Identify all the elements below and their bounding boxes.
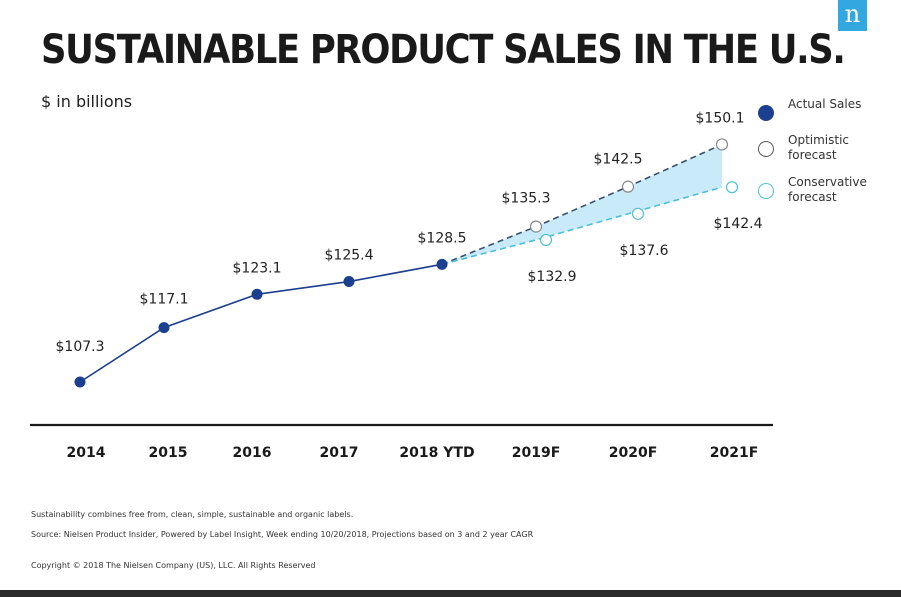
actual-label-2017: $125.4 [325,248,374,264]
chart-title: SUSTAINABLE PRODUCT SALES IN THE U.S. [41,27,846,73]
footnote-copyright: Copyright © 2018 The Nielsen Company (US… [31,561,316,570]
nielsen-logo: n [838,0,867,31]
actual-sales-marker [758,105,774,121]
x-tick-2017: 2017 [320,445,359,461]
bottom-rule [0,590,901,597]
footnote-source: Source: Nielsen Product Insider, Powered… [31,530,534,539]
actual-point-2018-ytd [436,258,448,270]
actual-point-2015 [158,322,170,334]
optimistic-label-2020f: $142.5 [594,152,643,168]
x-tick-2018-ytd: 2018 YTD [399,445,474,461]
x-tick-2021f: 2021F [710,445,759,461]
optimistic-point-2019f [529,220,543,233]
optimistic-forecast-line [441,143,723,266]
optimistic-forecast-marker [758,141,774,157]
legend-label-conservative: Conservative forecast [788,175,867,204]
forecast-range-band [442,144,722,265]
actual-label-2016: $123.1 [233,260,282,276]
x-tick-2014: 2014 [67,445,106,461]
legend-label-actual: Actual Sales [788,97,862,111]
legend-label-optimistic: Optimistic forecast [788,133,850,162]
footnote-definition: Sustainability combines free from, clean… [31,510,354,519]
optimistic-point-2021f [715,138,729,151]
x-tick-2019f: 2019F [512,445,561,461]
conservative-point-2020f [631,207,645,220]
optimistic-label-2021f: $150.1 [696,110,745,126]
x-tick-2016: 2016 [233,445,272,461]
actual-point-2017 [343,276,355,288]
conservative-label-2020f: $137.6 [620,243,669,259]
optimistic-point-2020f [621,180,635,193]
actual-label-2015: $117.1 [140,292,189,308]
actual-label-2018-ytd: $128.5 [418,230,467,246]
legend-item-actual: Actual Sales [758,97,888,121]
optimistic-label-2019f: $135.3 [502,191,551,207]
conservative-point-2019f [539,233,553,247]
actual-point-2016 [251,288,263,300]
conservative-label-2021f: $142.4 [714,216,763,232]
actual-sales-line [79,263,443,383]
conservative-forecast-line [441,186,723,266]
x-tick-2015: 2015 [149,445,188,461]
legend-item-optimistic: Optimistic forecast [758,133,888,163]
y-unit-label: $ in billions [41,92,133,111]
conservative-point-2021f [725,181,739,194]
actual-point-2014 [74,376,86,388]
conservative-label-2019f: $132.9 [528,269,577,285]
actual-label-2014: $107.3 [56,339,105,355]
legend-item-conservative: Conservative forecast [758,175,888,205]
x-tick-2020f: 2020F [609,445,658,461]
legend: Actual Sales Optimistic forecast Conserv… [758,97,888,217]
conservative-forecast-marker [758,183,774,199]
